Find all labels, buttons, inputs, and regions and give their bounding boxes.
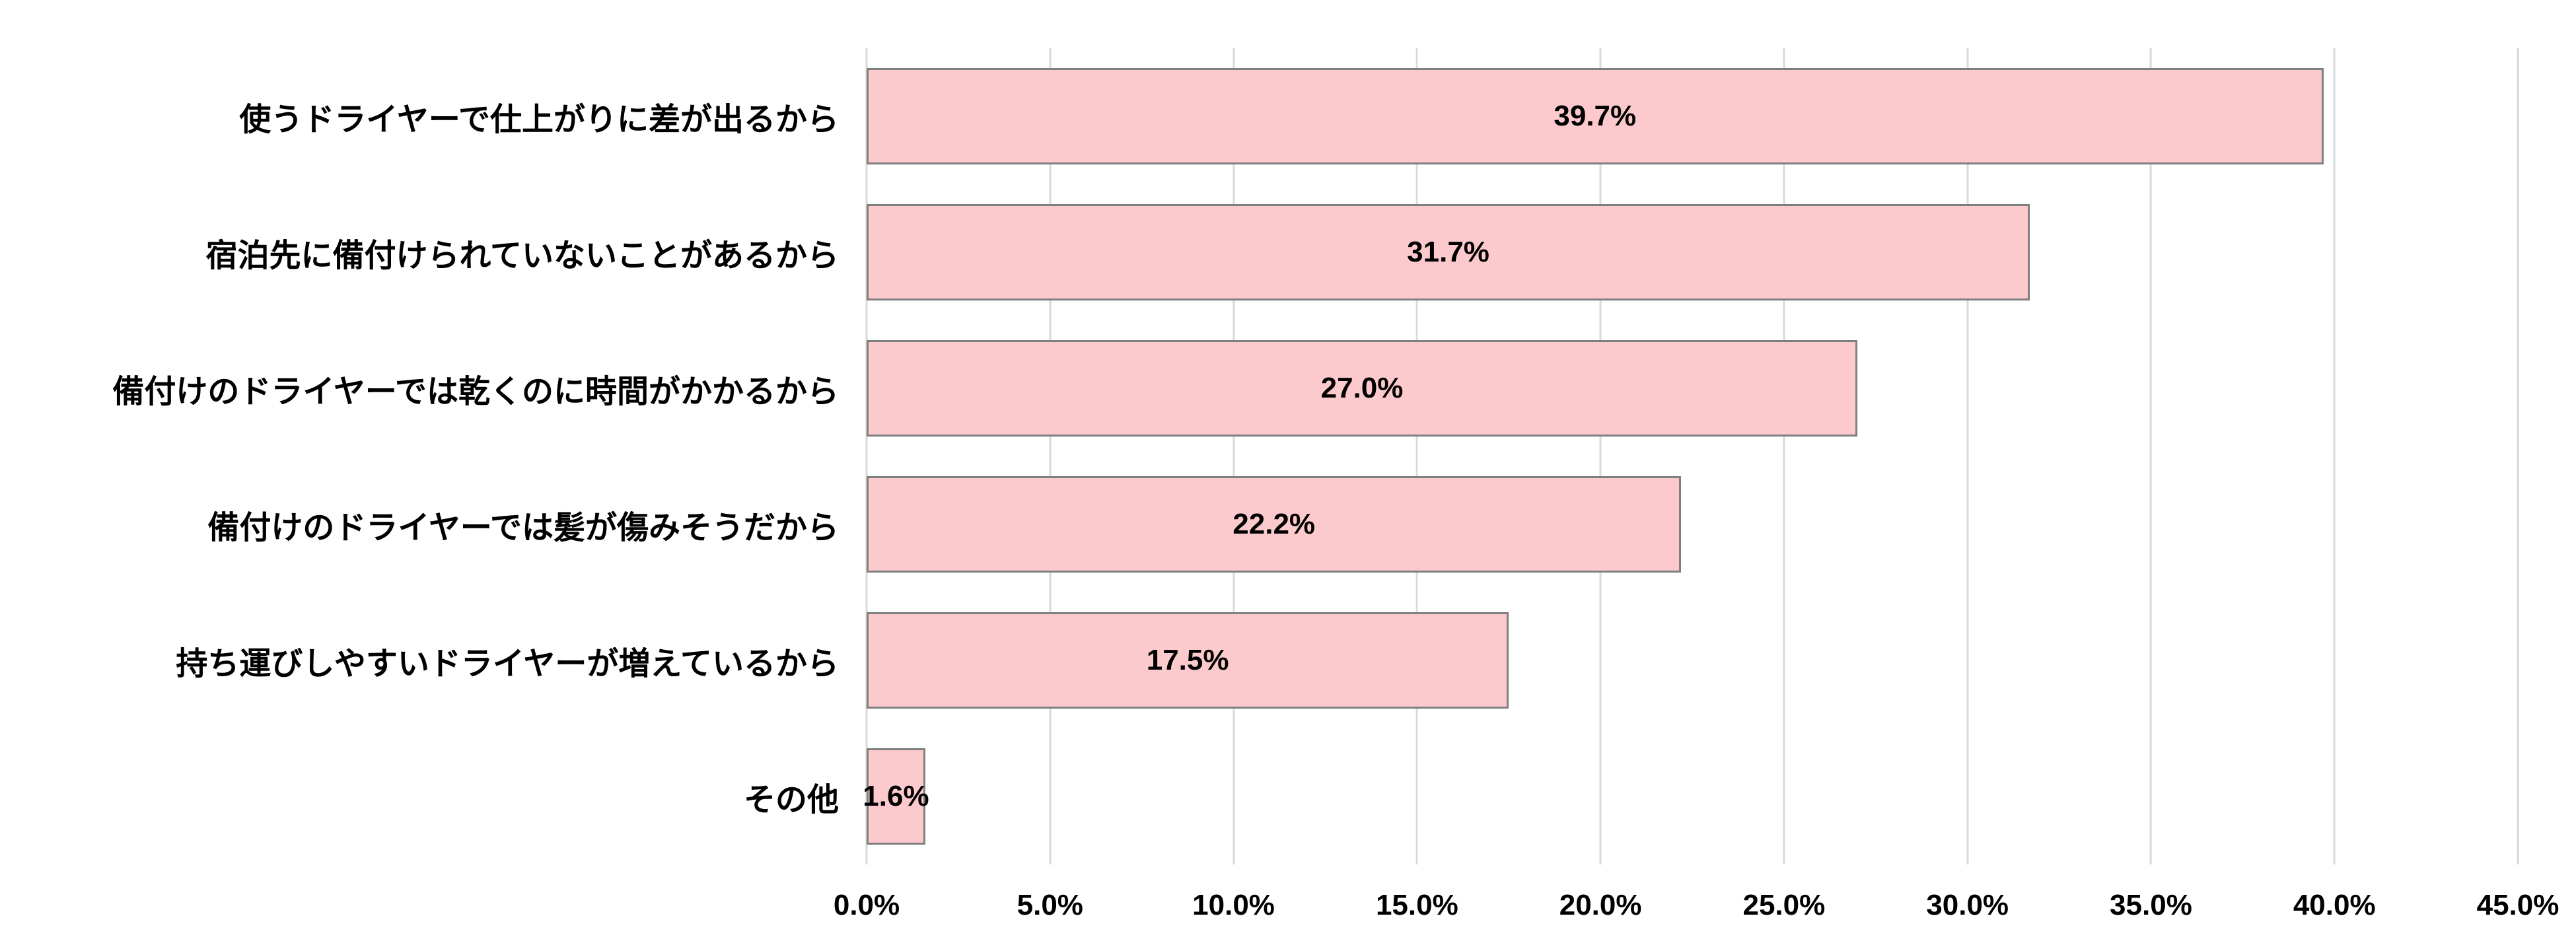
bar: 17.5%: [867, 612, 1509, 709]
category-label: 備付けのドライヤーでは髪が傷みそうだから: [207, 510, 839, 545]
category-label: 備付けのドライヤーでは乾くのに時間がかかるから: [112, 374, 839, 409]
gridline: [2517, 48, 2519, 864]
category-label: 使うドライヤーで仕上がりに差が出るから: [239, 102, 839, 137]
category-label: その他: [743, 783, 839, 818]
bar: 27.0%: [867, 340, 1857, 437]
plot-area: 39.7% 31.7% 27.0% 22.2% 17.5%: [863, 48, 2519, 864]
chart-row: 27.0%: [867, 320, 2518, 456]
gridline: [1783, 48, 1785, 864]
x-tick-label: 0.0%: [833, 889, 900, 921]
chart-row: 31.7%: [867, 184, 2518, 320]
bar: 39.7%: [867, 68, 2324, 164]
x-tick-label: 25.0%: [1742, 889, 1826, 921]
gridline: [1049, 48, 1052, 864]
bar-value-label: 17.5%: [1146, 644, 1229, 676]
category-label: 宿泊先に備付けられていないことがあるから: [205, 238, 839, 273]
bar-value-label: 1.6%: [863, 780, 929, 812]
category-label: 持ち運びしやすいドライヤーが増えているから: [176, 647, 839, 682]
bar-value-label: 31.7%: [1407, 236, 1489, 268]
gridline: [1415, 48, 1418, 864]
bar-rows: 39.7% 31.7% 27.0% 22.2% 17.5%: [863, 48, 2518, 864]
bar-value-label: 27.0%: [1320, 372, 1404, 404]
gridline: [2333, 48, 2336, 864]
x-tick-label: 45.0%: [2476, 889, 2559, 921]
x-tick-label: 40.0%: [2293, 889, 2376, 921]
gridline: [1599, 48, 1602, 864]
x-tick-label: 15.0%: [1375, 889, 1458, 921]
gridline: [1966, 48, 1969, 864]
chart-row: 17.5%: [867, 592, 2518, 728]
x-tick-label: 5.0%: [1017, 889, 1083, 921]
bar: 22.2%: [867, 476, 1682, 573]
x-tick-label: 20.0%: [1559, 889, 1642, 921]
chart-row: 39.7%: [867, 48, 2518, 184]
gridline: [865, 48, 868, 864]
bar: 1.6%: [863, 748, 929, 845]
x-tick-label: 10.0%: [1192, 889, 1275, 921]
gridline: [1233, 48, 1235, 864]
x-tick-label: 30.0%: [1926, 889, 2009, 921]
bar-value-label: 39.7%: [1554, 100, 1637, 132]
chart-row: 22.2%: [867, 456, 2518, 592]
bar: 31.7%: [867, 204, 2030, 300]
gridline: [2149, 48, 2152, 864]
bar-value-label: 22.2%: [1233, 508, 1316, 540]
chart-row: 1.6%: [863, 728, 2518, 864]
category-axis: 使うドライヤーで仕上がりに差が出るから 宿泊先に備付けられていないことがあるから…: [0, 48, 839, 864]
x-tick-label: 35.0%: [2110, 889, 2192, 921]
x-axis: 0.0% 5.0% 10.0% 15.0% 20.0% 25.0% 30.0% 35.0% 40…: [834, 884, 2559, 936]
